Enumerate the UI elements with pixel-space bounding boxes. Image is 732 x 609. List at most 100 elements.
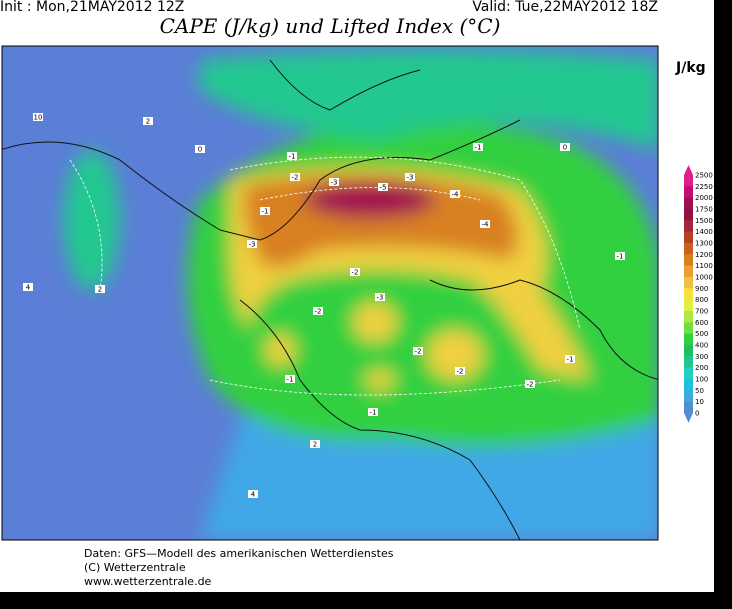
colorbar-label: 1000 [695,273,713,281]
contour-label-box [405,173,415,181]
contour-label-box [260,207,270,215]
colorbar-label: 0 [695,409,699,417]
colorbar-swatch [684,378,693,391]
contour-label: -3 [331,179,338,187]
footer: Daten: GFS—Modell des amerikanischen Wet… [84,547,394,588]
colorbar-swatch [684,231,693,244]
colorbar-swatch [684,299,693,312]
contour-label-box [248,490,258,498]
colorbar-swatch [684,265,693,278]
contour-label-box [310,440,320,448]
contour-label-box [313,307,323,315]
colorbar-label: 1300 [695,239,713,247]
contour-label-box [143,117,153,125]
contour-label: -1 [617,253,624,261]
contour-label: 0 [563,144,567,152]
contour-label-box [285,375,295,383]
contour-label: -5 [380,184,387,192]
contour-label: -2 [352,269,359,277]
contour-label-box [195,145,205,153]
colorbar-label: 1400 [695,228,713,236]
contour-label-box [473,143,483,151]
colorbar-cap [684,165,693,175]
contour-label: 10 [34,114,43,122]
colorbar-swatch [684,186,693,198]
contour-label: -1 [262,208,269,216]
contour-label: -4 [452,191,460,199]
colorbar-label: 50 [695,387,704,395]
footer-line: Daten: GFS—Modell des amerikanischen Wet… [84,547,394,560]
colorbar-label: 700 [695,307,708,315]
colorbar-swatch [684,390,693,402]
contour-label: -1 [289,153,296,161]
colorbar-label: 1500 [695,217,713,225]
contour-label: -1 [287,376,294,384]
contour-label-box [560,143,570,151]
colorbar-swatch [684,333,693,346]
contour-label: 4 [26,284,31,292]
contour-label: -3 [407,174,414,182]
contour-label-box [95,285,105,293]
contour-label-box [368,408,378,416]
colorbar-label: 300 [695,353,708,361]
contour-label-box [455,367,465,375]
contour-label-box [23,283,33,291]
contour-label: 2 [98,286,102,294]
contour-label: -1 [370,409,377,417]
colorbar-label: 400 [695,341,708,349]
colorbar-swatch [684,401,693,414]
colorbar-label: 2500 [695,172,713,180]
contour-label-box [247,240,257,248]
colorbar-swatch [684,344,693,357]
contour-label: 0 [198,146,202,154]
title: CAPE (J/kg) und Lifted Index (°C) [160,14,501,38]
colorbar-swatch [684,175,693,187]
contour-label: -2 [415,348,422,356]
colorbar-label: 1100 [695,262,713,270]
init-time: Init : Mon,21MAY2012 12Z [0,0,184,15]
colorbar-label: 1200 [695,251,713,259]
colorbar-label: 900 [695,285,708,293]
contour-label-box [329,178,339,186]
map: -1 -1 -2 -3 -3 -4 -5 -4 -3 -2 -1 -3 -2 -2 -2 -1 -1 -2 -1 -1… [2,46,658,540]
contour-label-box [480,220,490,228]
contour-label: -2 [527,381,534,389]
contour-label-box [33,113,43,121]
coastlines [2,59,658,540]
contour-label: -2 [292,174,299,182]
colorbar-swatch [684,276,693,289]
contour-label: -2 [457,368,464,376]
contour-label: -1 [567,356,574,364]
colorbar-label: 10 [695,398,704,406]
contour-label-box [290,173,300,181]
map-frame [1,45,659,541]
contour-label: -1 [475,144,482,152]
colorbar-cap [684,412,693,423]
footer-line: (C) Wetterzentrale [84,561,186,574]
contour-label: -4 [482,221,490,229]
colorbar-swatch [684,367,693,380]
colorbar-label: 800 [695,296,708,304]
colorbar-swatch [684,288,693,300]
colorbar-swatch [684,208,693,221]
contour-label-box [378,183,388,191]
valid-time: Valid: Tue,22MAY2012 18Z [472,0,658,15]
colorbar-label: 600 [695,319,708,327]
legend-unit: J/kg [675,60,706,76]
contour-label: -2 [315,308,322,316]
contour-label-box [287,152,297,160]
colorbar-label: 200 [695,364,708,372]
contour-label-box [615,252,625,260]
contour-label: 4 [251,491,256,499]
black-border [0,592,732,609]
colorbar-label: 2250 [695,183,713,191]
colorbar: 2500225020001750150014001300120011001000… [684,165,713,423]
contour-label-box [350,268,360,276]
colorbar-swatch [684,220,693,232]
contour-labels: -1 -1 -2 -3 -3 -4 -5 -4 -3 -2 -1 -3 -2 -2 -2 -1 -1 -2 -1 -1… [23,113,625,499]
contour-label-box [450,190,460,198]
footer-line: www.wetterzentrale.de [84,575,212,588]
colorbar-label: 1750 [695,205,713,213]
contour-label-box [375,293,385,301]
